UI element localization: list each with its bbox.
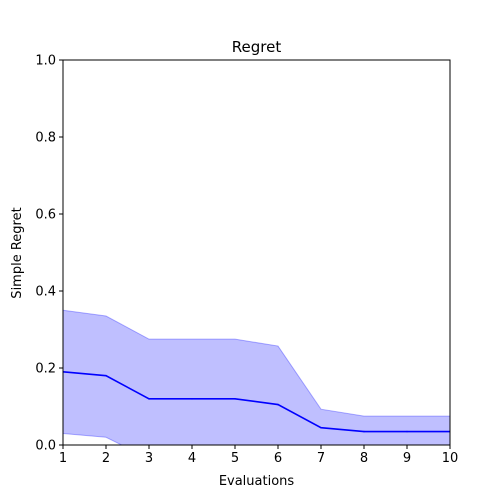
data-point bbox=[234, 398, 236, 400]
x-tick-label: 3 bbox=[145, 451, 153, 466]
y-axis-label: Simple Regret bbox=[10, 207, 25, 298]
data-point bbox=[148, 398, 150, 400]
x-tick-label: 8 bbox=[360, 451, 368, 466]
data-point bbox=[363, 430, 365, 433]
data-point bbox=[320, 426, 322, 429]
series-line bbox=[63, 371, 450, 433]
chart-title: Regret bbox=[232, 38, 282, 56]
x-axis-label: Evaluations bbox=[219, 474, 295, 489]
data-point bbox=[191, 398, 193, 400]
x-tick-label: 1 bbox=[59, 451, 67, 466]
data-point bbox=[277, 403, 279, 406]
y-tick-label: 0.8 bbox=[35, 131, 56, 146]
plot-frame bbox=[62, 59, 451, 446]
y-tick-label: 0.6 bbox=[35, 208, 56, 223]
y-tick-label: 0.2 bbox=[35, 362, 56, 377]
x-tick-label: 5 bbox=[231, 451, 239, 466]
x-tick-label: 6 bbox=[274, 451, 282, 466]
x-tick-label: 4 bbox=[188, 451, 196, 466]
data-point bbox=[105, 374, 107, 377]
x-tick-label: 2 bbox=[102, 451, 110, 466]
y-tick-label: 0.0 bbox=[35, 439, 56, 454]
x-tick-label: 7 bbox=[317, 451, 325, 466]
y-tick-label: 1.0 bbox=[35, 54, 56, 69]
data-point bbox=[406, 430, 408, 433]
x-tick-label: 10 bbox=[442, 451, 459, 466]
y-tick-label: 0.4 bbox=[35, 285, 56, 300]
confidence-band bbox=[63, 309, 450, 445]
x-tick-label: 9 bbox=[403, 451, 411, 466]
